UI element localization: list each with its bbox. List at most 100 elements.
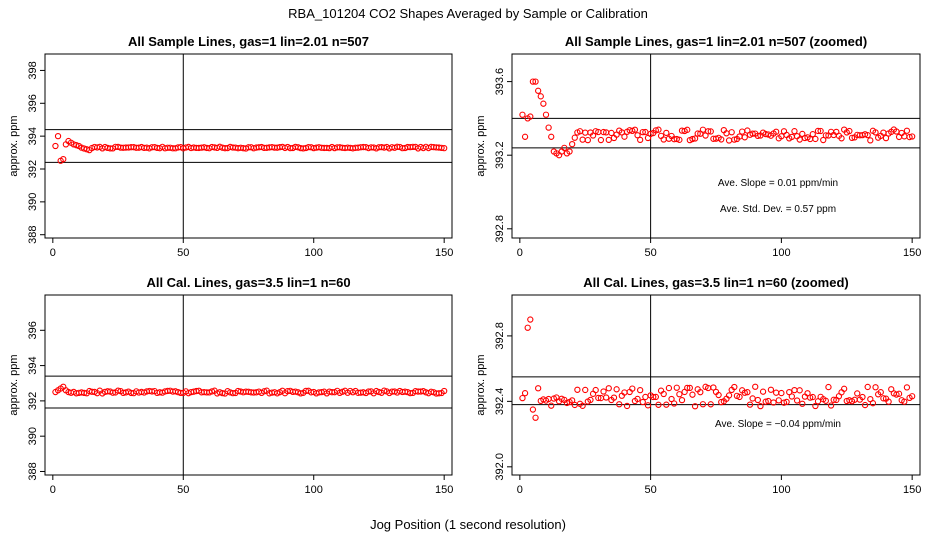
data-point [686, 384, 693, 392]
data-point [80, 389, 88, 397]
data-point [689, 391, 696, 398]
data-point [629, 385, 636, 392]
y-tick-label: 392.0 [494, 453, 506, 481]
x-tick-label: 0 [517, 247, 523, 259]
data-point [519, 111, 526, 118]
data-point [634, 132, 641, 139]
plot-frame [44, 53, 453, 239]
data-point [861, 401, 869, 409]
data-point [600, 388, 607, 395]
data-point [229, 389, 236, 397]
data-series [519, 78, 916, 159]
data-point [109, 389, 116, 396]
data-point [668, 395, 675, 403]
data-point [775, 397, 782, 404]
x-tick-label: 0 [50, 484, 56, 496]
data-point [754, 132, 761, 139]
data-point [791, 386, 798, 394]
data-point [529, 406, 537, 413]
data-point [592, 386, 599, 394]
panel-title: All Sample Lines, gas=1 lin=2.01 n=507 [128, 34, 369, 49]
data-point [728, 129, 735, 136]
data-point [527, 316, 534, 323]
data-point [605, 136, 612, 144]
x-tick-label: 50 [644, 247, 656, 259]
data-point [532, 414, 539, 421]
x-tick-label: 0 [517, 484, 523, 496]
data-point [639, 398, 646, 406]
data-point [705, 128, 712, 135]
x-tick-label: 0 [50, 247, 56, 259]
data-point [841, 385, 848, 392]
data-point [744, 389, 751, 396]
data-point [793, 397, 801, 404]
data-point [691, 403, 699, 410]
x-tick-label: 50 [644, 484, 656, 496]
data-point [73, 142, 80, 149]
data-point [587, 396, 594, 404]
data-point [579, 136, 586, 143]
panels: All Sample Lines, gas=1 lin=2.01 n=507 0 5… [8, 34, 921, 496]
data-point [665, 384, 673, 392]
data-point [909, 393, 916, 400]
data-point [114, 387, 122, 394]
data-point [780, 128, 788, 135]
data-point [762, 398, 769, 405]
data-point [699, 401, 707, 408]
data-point [809, 393, 816, 401]
data-series [519, 316, 916, 421]
figure-x-label: Jog Position (1 second resolution) [370, 517, 566, 532]
y-tick-label: 393.2 [494, 141, 506, 169]
data-point [527, 113, 534, 120]
data-point [381, 387, 388, 394]
data-point [642, 393, 649, 401]
data-point [519, 394, 526, 402]
data-point [261, 388, 268, 395]
data-point [535, 87, 542, 94]
data-point [678, 396, 686, 404]
data-point [767, 386, 775, 393]
data-point [663, 129, 670, 137]
data-point [848, 134, 856, 141]
data-point [673, 384, 680, 391]
data-point [631, 126, 639, 133]
data-point [783, 398, 790, 406]
data-point [822, 397, 829, 404]
data-point [542, 111, 550, 118]
data-point [778, 389, 785, 397]
x-tick-label: 50 [177, 484, 189, 496]
data-point [903, 127, 911, 134]
data-point [689, 135, 696, 143]
data-point [809, 131, 816, 138]
panel-title: All Cal. Lines, gas=3.5 lin=1 n=60 (zoom… [583, 275, 849, 290]
data-point [435, 390, 443, 397]
data-point [595, 394, 602, 402]
data-point [791, 128, 798, 135]
data-point [545, 124, 552, 131]
data-point [757, 402, 764, 410]
chart-panel-3: All Cal. Lines, gas=3.5 lin=1 n=60 0 50 100… [8, 275, 453, 496]
data-point [691, 135, 699, 142]
data-point [613, 386, 620, 393]
data-point [652, 127, 659, 134]
data-point [569, 141, 576, 148]
data-point [817, 127, 824, 135]
data-point [219, 389, 226, 397]
data-point [707, 401, 714, 408]
data-point [655, 401, 662, 408]
data-point [893, 391, 900, 398]
chart-panel-1: All Sample Lines, gas=1 lin=2.01 n=507 0 5… [8, 34, 453, 259]
y-tick-label: 392 [27, 160, 39, 178]
data-point [650, 393, 657, 401]
data-point [699, 126, 707, 133]
annotation: Ave. Slope = −0.04 ppm/min [715, 419, 841, 430]
y-axis-label: approx. ppm [8, 115, 20, 176]
data-point [825, 383, 832, 391]
y-tick-label: 392 [27, 392, 39, 410]
data-point [292, 388, 299, 395]
data-point [297, 390, 304, 397]
data-point [788, 393, 795, 400]
y-tick-label: 392.4 [494, 388, 506, 416]
y-tick-label: 390 [27, 193, 39, 211]
